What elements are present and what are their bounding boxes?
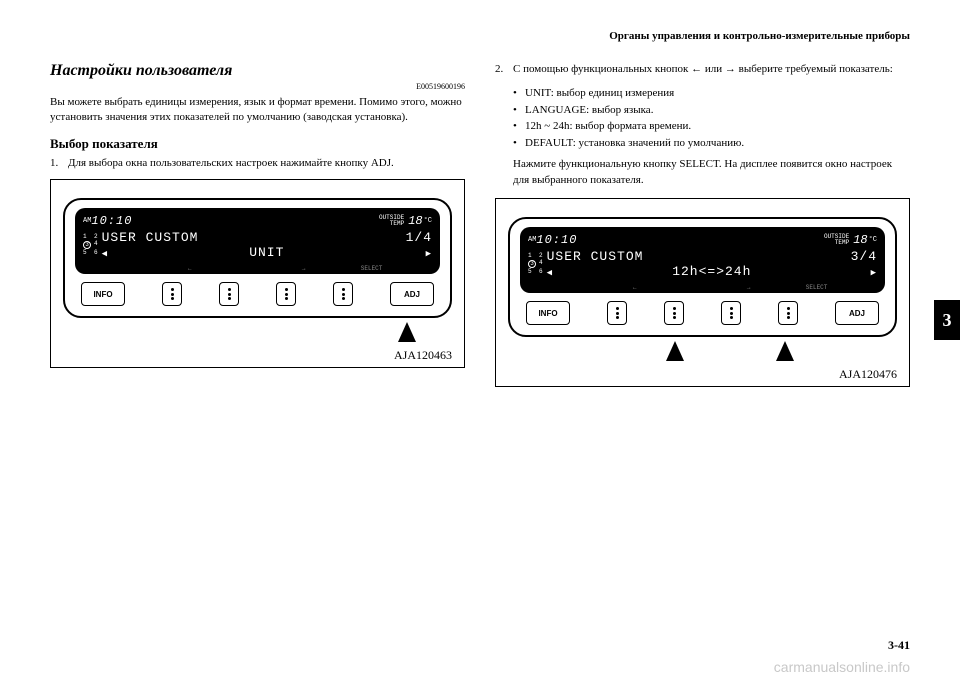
up-arrow-icon bbox=[776, 341, 794, 361]
physical-buttons: INFO ADJ bbox=[75, 282, 440, 306]
lcd-screen: AM 10:10 OUTSIDE TEMP 18 °C 12 34 56 bbox=[520, 227, 885, 293]
main-display-text: USER CUSTOM 1/4 UNIT bbox=[102, 230, 432, 260]
soft-button-3 bbox=[721, 301, 741, 325]
list-item: LANGUAGE: выбор языка. bbox=[525, 102, 910, 119]
step-2: 2.С помощью функциональных кнопок ← или … bbox=[495, 62, 910, 77]
temp-unit: °C bbox=[869, 236, 877, 244]
two-column-layout: Настройки пользователя E00519600196 Вы м… bbox=[50, 62, 910, 387]
device-frame: AM 10:10 OUTSIDE TEMP 18 °C 12 34 56 bbox=[63, 198, 452, 318]
screen-status-bar: AM 10:10 OUTSIDE TEMP 18 °C bbox=[528, 233, 877, 247]
page-header: Органы управления и контрольно-измерител… bbox=[50, 30, 910, 42]
soft-button-2 bbox=[219, 282, 239, 306]
soft-button-1 bbox=[607, 301, 627, 325]
section-title: Настройки пользователя bbox=[50, 62, 465, 80]
menu-item: 12h<=>24h bbox=[559, 264, 865, 279]
am-indicator: AM bbox=[83, 217, 91, 225]
temp-value: 18 bbox=[408, 214, 422, 228]
menu-page: 1/4 bbox=[406, 230, 432, 245]
info-button: INFO bbox=[526, 301, 570, 325]
list-item: 12h ~ 24h: выбор формата времени. bbox=[525, 118, 910, 135]
temp-label: OUTSIDE TEMP bbox=[824, 234, 849, 246]
figure-label: AJA120463 bbox=[63, 348, 452, 363]
left-arrow-icon bbox=[102, 245, 114, 260]
intro-paragraph: Вы можете выбрать единицы измерения, язы… bbox=[50, 95, 465, 126]
right-arrow-icon bbox=[420, 245, 432, 260]
right-arrow-icon bbox=[865, 264, 877, 279]
physical-buttons: INFO ADJ bbox=[520, 301, 885, 325]
menu-name: USER CUSTOM bbox=[547, 249, 644, 264]
temp-label: OUTSIDE TEMP bbox=[379, 215, 404, 227]
temp-value: 18 bbox=[853, 233, 867, 247]
step-1: 1.Для выбора окна пользовательских настр… bbox=[50, 156, 465, 171]
soft-button-3 bbox=[276, 282, 296, 306]
list-item: UNIT: выбор единиц измерения bbox=[525, 85, 910, 102]
main-display-text: USER CUSTOM 3/4 12h<=>24h bbox=[547, 249, 877, 279]
figure-2: AM 10:10 OUTSIDE TEMP 18 °C 12 34 56 bbox=[495, 198, 910, 387]
left-arrow-icon bbox=[547, 264, 559, 279]
temp-unit: °C bbox=[424, 217, 432, 225]
subsection-title: Выбор показателя bbox=[50, 136, 465, 152]
am-indicator: AM bbox=[528, 236, 536, 244]
chapter-tab: 3 bbox=[934, 300, 960, 340]
menu-item: UNIT bbox=[114, 245, 420, 260]
watermark: carmanualsonline.info bbox=[774, 659, 910, 675]
preset-numbers: 12 34 56 bbox=[528, 253, 543, 275]
adj-button: ADJ bbox=[835, 301, 879, 325]
page-number: 3-41 bbox=[888, 638, 910, 653]
adj-button: ADJ bbox=[390, 282, 434, 306]
preset-numbers: 12 34 56 bbox=[83, 234, 98, 256]
menu-name: USER CUSTOM bbox=[102, 230, 199, 245]
clock-display: 10:10 bbox=[91, 214, 132, 228]
up-arrow-icon bbox=[398, 322, 416, 342]
screen-main-area: 12 34 56 USER CUSTOM 1/4 UNIT bbox=[83, 230, 432, 260]
indicator-arrows bbox=[508, 341, 897, 361]
screen-status-bar: AM 10:10 OUTSIDE TEMP 18 °C bbox=[83, 214, 432, 228]
soft-button-4 bbox=[333, 282, 353, 306]
figure-label: AJA120476 bbox=[508, 367, 897, 382]
clock-display: 10:10 bbox=[536, 233, 577, 247]
soft-key-labels: ←→SELECT bbox=[75, 265, 440, 272]
step-2-outro: Нажмите функциональную кнопку SELECT. На… bbox=[495, 157, 910, 188]
menu-page: 3/4 bbox=[851, 249, 877, 264]
up-arrow-icon bbox=[666, 341, 684, 361]
soft-button-2 bbox=[664, 301, 684, 325]
option-list: UNIT: выбор единиц измерения LANGUAGE: в… bbox=[495, 85, 910, 151]
device-frame: AM 10:10 OUTSIDE TEMP 18 °C 12 34 56 bbox=[508, 217, 897, 337]
indicator-arrows bbox=[63, 322, 452, 342]
soft-button-4 bbox=[778, 301, 798, 325]
list-item: DEFAULT: установка значений по умолчанию… bbox=[525, 135, 910, 152]
right-column: 2.С помощью функциональных кнопок ← или … bbox=[495, 62, 910, 387]
lcd-screen: AM 10:10 OUTSIDE TEMP 18 °C 12 34 56 bbox=[75, 208, 440, 274]
info-button: INFO bbox=[81, 282, 125, 306]
soft-button-1 bbox=[162, 282, 182, 306]
screen-main-area: 12 34 56 USER CUSTOM 3/4 12h<=>24h bbox=[528, 249, 877, 279]
soft-key-labels: ←→SELECT bbox=[520, 284, 885, 291]
step-number: 1. bbox=[50, 156, 68, 171]
figure-1: AM 10:10 OUTSIDE TEMP 18 °C 12 34 56 bbox=[50, 179, 465, 368]
step-number: 2. bbox=[495, 62, 513, 77]
left-column: Настройки пользователя E00519600196 Вы м… bbox=[50, 62, 465, 387]
document-code: E00519600196 bbox=[50, 82, 465, 91]
